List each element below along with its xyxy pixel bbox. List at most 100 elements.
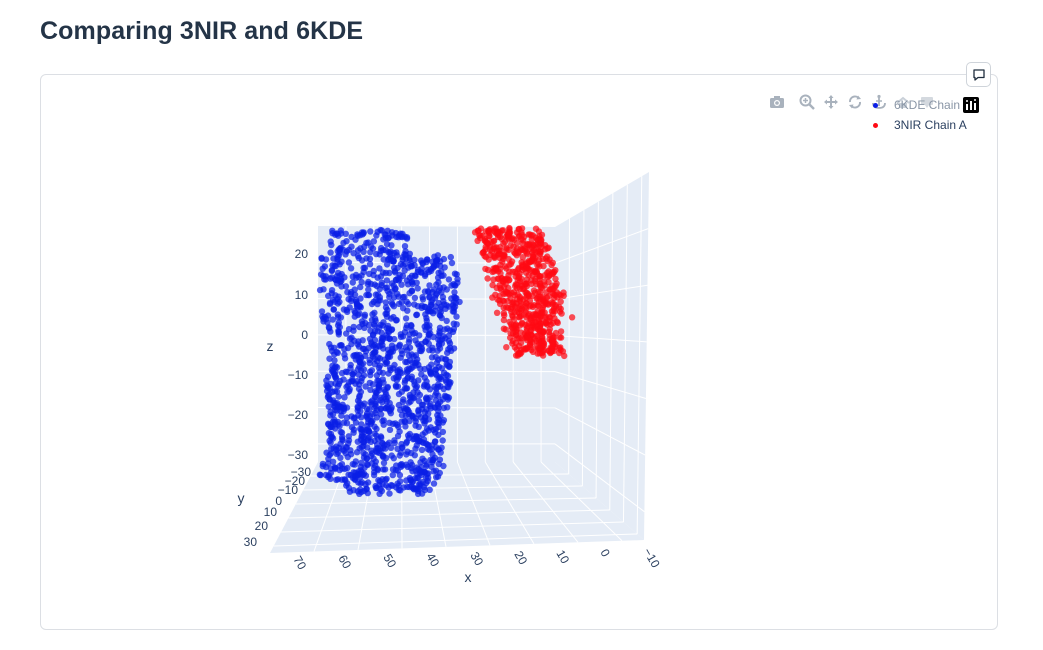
orbit-rotation-icon[interactable] — [846, 93, 864, 111]
point-6kde — [335, 421, 342, 428]
point-6kde — [340, 405, 348, 412]
point-6kde — [337, 454, 344, 461]
legend-item-6kde[interactable]: 6KDE Chain A — [868, 95, 979, 115]
point-6kde — [383, 313, 391, 320]
point-6kde — [415, 406, 422, 413]
point-6kde — [329, 411, 337, 418]
point-3nir — [521, 334, 529, 342]
point-6kde — [421, 288, 429, 295]
tick-label: 0 — [301, 328, 308, 342]
grid-line — [554, 407, 646, 456]
point-6kde — [357, 486, 364, 493]
point-6kde — [440, 333, 447, 340]
point-6kde — [354, 252, 362, 260]
point-6kde — [411, 394, 418, 401]
point-6kde — [389, 471, 396, 479]
point-6kde — [403, 298, 410, 305]
point-3nir — [528, 346, 535, 354]
grid-line — [554, 284, 648, 300]
point-6kde — [401, 293, 408, 301]
tick-label: −20 — [288, 408, 309, 422]
point-3nir — [535, 260, 542, 268]
point-6kde — [368, 367, 376, 374]
point-3nir — [476, 234, 484, 242]
point-6kde — [386, 290, 393, 298]
reset-camera-icon[interactable] — [894, 93, 912, 111]
point-6kde — [435, 407, 442, 415]
point-6kde — [335, 319, 342, 326]
point-6kde — [384, 306, 391, 314]
point-3nir — [568, 314, 576, 321]
pan-icon[interactable] — [822, 93, 840, 111]
point-6kde — [366, 261, 374, 268]
point-3nir — [520, 296, 527, 303]
point-3nir — [532, 225, 540, 232]
point-6kde — [365, 344, 372, 352]
point-6kde — [360, 433, 367, 441]
point-6kde — [329, 362, 336, 370]
point-6kde — [354, 311, 362, 319]
point-6kde — [435, 340, 443, 348]
point-3nir — [512, 304, 519, 311]
hover-icon[interactable] — [918, 93, 936, 111]
point-6kde — [357, 283, 364, 291]
point-6kde — [338, 342, 345, 349]
point-6kde — [369, 410, 376, 418]
point-6kde — [383, 359, 391, 366]
point-6kde — [427, 367, 434, 374]
point-6kde — [403, 451, 410, 458]
point-6kde — [417, 480, 424, 487]
point-6kde — [398, 388, 406, 395]
point-6kde — [423, 258, 430, 266]
tick-label: −10 — [278, 483, 299, 497]
point-6kde — [327, 328, 334, 335]
point-6kde — [414, 389, 421, 396]
point-6kde — [432, 425, 440, 433]
camera-icon[interactable] — [768, 93, 786, 111]
point-6kde — [406, 409, 413, 416]
point-3nir — [530, 268, 538, 275]
point-3nir — [498, 275, 505, 282]
point-6kde — [404, 281, 412, 288]
point-6kde — [433, 281, 440, 288]
point-6kde — [401, 243, 409, 250]
point-3nir — [551, 307, 558, 315]
point-6kde — [371, 430, 378, 437]
point-3nir — [497, 229, 504, 237]
legend-item-3nir[interactable]: 3NIR Chain A — [868, 115, 971, 135]
tick-label: −10 — [640, 546, 662, 571]
point-6kde — [406, 250, 413, 257]
page-title: Comparing 3NIR and 6KDE — [40, 17, 364, 45]
point-6kde — [354, 397, 362, 404]
point-6kde — [451, 303, 459, 310]
point-6kde — [355, 343, 363, 350]
point-3nir — [496, 292, 503, 300]
point-6kde — [397, 478, 404, 485]
point-6kde — [441, 264, 448, 271]
point-6kde — [388, 242, 395, 249]
point-6kde — [318, 308, 326, 315]
point-6kde — [411, 433, 418, 440]
point-6kde — [335, 327, 342, 334]
plotly-logo-icon[interactable] — [962, 96, 980, 114]
point-3nir — [490, 276, 497, 283]
point-3nir — [509, 268, 516, 275]
point-6kde — [372, 484, 380, 492]
point-6kde — [406, 336, 413, 343]
point-3nir — [506, 261, 513, 268]
zoom-icon[interactable] — [798, 93, 816, 111]
point-6kde — [329, 262, 336, 269]
point-3nir — [504, 231, 511, 238]
point-3nir — [524, 240, 532, 248]
point-6kde — [377, 411, 385, 418]
point-6kde — [441, 301, 448, 308]
point-6kde — [397, 354, 404, 361]
point-6kde — [367, 243, 375, 250]
point-3nir — [554, 319, 561, 327]
comment-button[interactable] — [966, 62, 991, 87]
point-6kde — [397, 331, 404, 338]
point-6kde — [384, 235, 392, 242]
point-6kde — [338, 476, 346, 483]
point-3nir — [523, 260, 530, 268]
